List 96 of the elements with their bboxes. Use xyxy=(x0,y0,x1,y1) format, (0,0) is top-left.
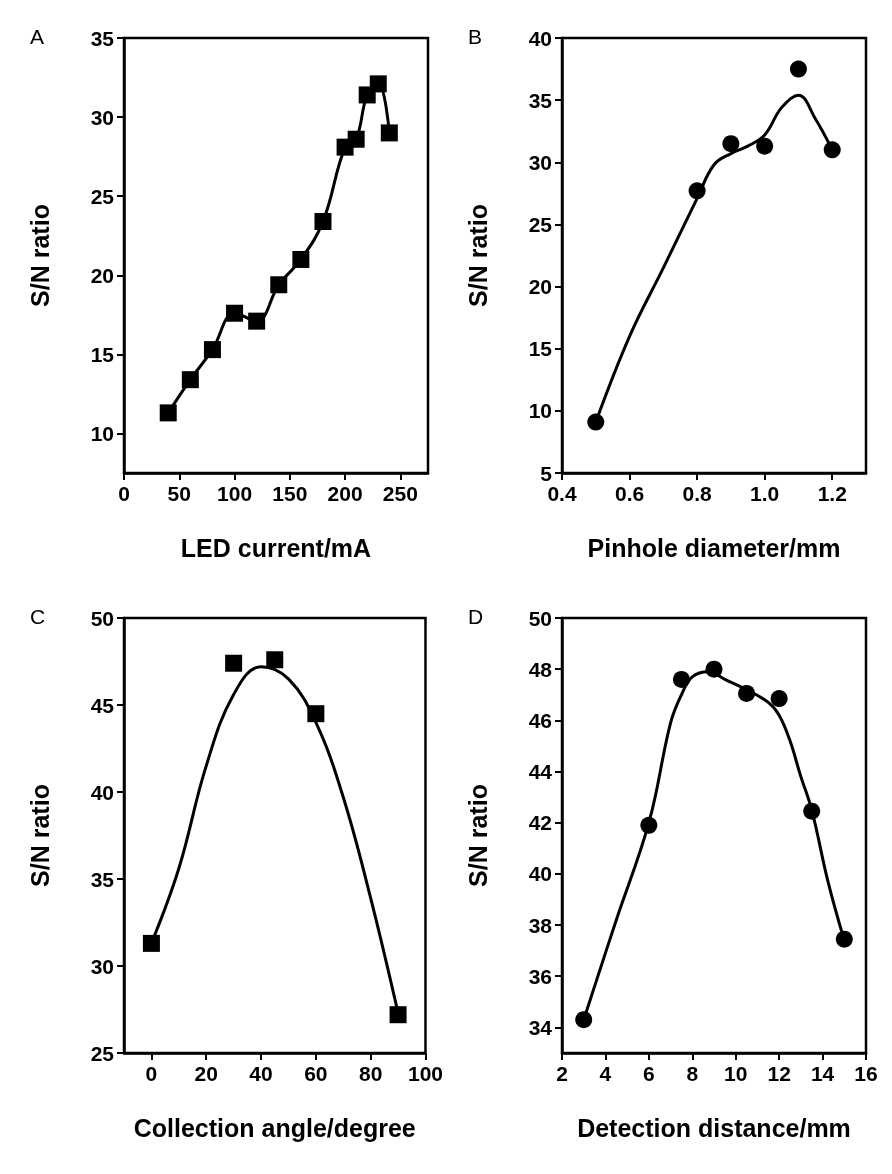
x-tick-label: 0.4 xyxy=(547,482,577,505)
point xyxy=(587,413,605,431)
point xyxy=(672,670,690,688)
point xyxy=(380,124,398,142)
x-tick-label: 12 xyxy=(767,1062,791,1085)
y-axis-title: S/N ratio xyxy=(25,784,54,887)
y-tick-label: 36 xyxy=(528,964,552,988)
point xyxy=(159,404,177,422)
x-tick-label: 0.6 xyxy=(614,482,645,505)
x-tick-label: 250 xyxy=(382,482,418,505)
point xyxy=(307,705,325,723)
x-axis-title: LED current/mA xyxy=(180,533,372,562)
point xyxy=(789,60,807,78)
y-axis-title: S/N ratio xyxy=(463,204,492,307)
y-tick-label: 40 xyxy=(90,780,114,804)
x-tick-label: 40 xyxy=(249,1062,273,1085)
x-axis-title: Pinhole diameter/mm xyxy=(587,533,841,562)
x-tick-label: 20 xyxy=(194,1062,218,1085)
y-tick-label: 30 xyxy=(528,150,552,174)
y-tick-label: 42 xyxy=(528,811,552,835)
y-tick-label: 25 xyxy=(90,1041,115,1065)
text: A xyxy=(30,25,45,48)
y-tick-label: 20 xyxy=(528,275,552,299)
y-axis-title: S/N ratio xyxy=(463,784,492,887)
point xyxy=(640,816,658,834)
y-tick-label: 25 xyxy=(528,212,553,236)
point xyxy=(823,141,841,159)
y-tick-label: 46 xyxy=(528,708,552,732)
text: D xyxy=(468,605,484,628)
y-tick-label: 5 xyxy=(540,461,553,485)
y-tick-label: 20 xyxy=(90,263,114,287)
point xyxy=(203,341,221,359)
x-tick-label: 150 xyxy=(272,482,308,505)
x-tick-label: 14 xyxy=(810,1062,835,1085)
point xyxy=(270,276,288,294)
x-tick-label: 8 xyxy=(686,1062,699,1085)
y-tick-label: 35 xyxy=(528,88,553,112)
point xyxy=(722,135,740,153)
point xyxy=(705,660,723,678)
x-tick-label: 100 xyxy=(217,482,253,505)
y-tick-label: 15 xyxy=(90,342,115,366)
x-tick-label: 0.8 xyxy=(682,482,713,505)
y-tick-label: 48 xyxy=(528,657,553,681)
y-axis-title: S/N ratio xyxy=(25,204,54,307)
y-tick-label: 44 xyxy=(528,760,553,784)
y-tick-label: 50 xyxy=(90,606,114,630)
point xyxy=(575,1011,593,1029)
x-tick-label: 1.0 xyxy=(750,482,780,505)
x-tick-label: 100 xyxy=(407,1062,443,1085)
y-tick-label: 35 xyxy=(90,26,115,50)
text: C xyxy=(30,605,46,628)
x-tick-label: 2 xyxy=(556,1062,568,1085)
point xyxy=(226,304,244,322)
x-tick-label: 4 xyxy=(599,1062,612,1085)
x-tick-label: 1.2 xyxy=(817,482,847,505)
point xyxy=(248,312,266,330)
y-tick-label: 35 xyxy=(90,867,115,891)
point xyxy=(266,651,284,669)
point xyxy=(314,212,332,230)
point xyxy=(181,371,199,389)
y-tick-label: 34 xyxy=(528,1015,553,1039)
x-tick-label: 10 xyxy=(724,1062,748,1085)
y-tick-label: 30 xyxy=(90,105,114,129)
point xyxy=(142,934,160,952)
y-tick-label: 45 xyxy=(90,693,115,717)
point xyxy=(770,690,788,708)
x-axis-title: Collection angle/degree xyxy=(133,1113,416,1142)
point xyxy=(347,130,365,148)
point xyxy=(225,654,243,672)
text: B xyxy=(468,25,483,48)
x-tick-label: 50 xyxy=(167,482,191,505)
point xyxy=(688,182,706,200)
x-tick-label: 0 xyxy=(145,1062,158,1085)
point xyxy=(389,1006,407,1024)
point xyxy=(803,802,821,820)
point xyxy=(738,684,756,702)
point xyxy=(756,137,774,155)
y-tick-label: 40 xyxy=(528,862,552,886)
y-tick-label: 10 xyxy=(528,399,552,423)
y-tick-label: 38 xyxy=(528,913,553,937)
y-tick-label: 30 xyxy=(90,954,114,978)
y-tick-label: 25 xyxy=(90,184,115,208)
y-tick-label: 15 xyxy=(528,337,553,361)
x-tick-label: 60 xyxy=(304,1062,328,1085)
point xyxy=(835,930,853,948)
x-axis-title: Detection distance/mm xyxy=(577,1113,851,1142)
y-tick-label: 50 xyxy=(528,606,552,630)
point xyxy=(369,75,387,93)
x-tick-label: 80 xyxy=(358,1062,383,1085)
x-tick-label: 16 xyxy=(854,1062,878,1085)
y-tick-label: 10 xyxy=(90,421,114,445)
y-tick-label: 40 xyxy=(528,26,552,50)
x-tick-label: 6 xyxy=(643,1062,655,1085)
x-tick-label: 200 xyxy=(327,482,363,505)
point xyxy=(292,250,310,268)
x-tick-label: 0 xyxy=(118,482,130,505)
